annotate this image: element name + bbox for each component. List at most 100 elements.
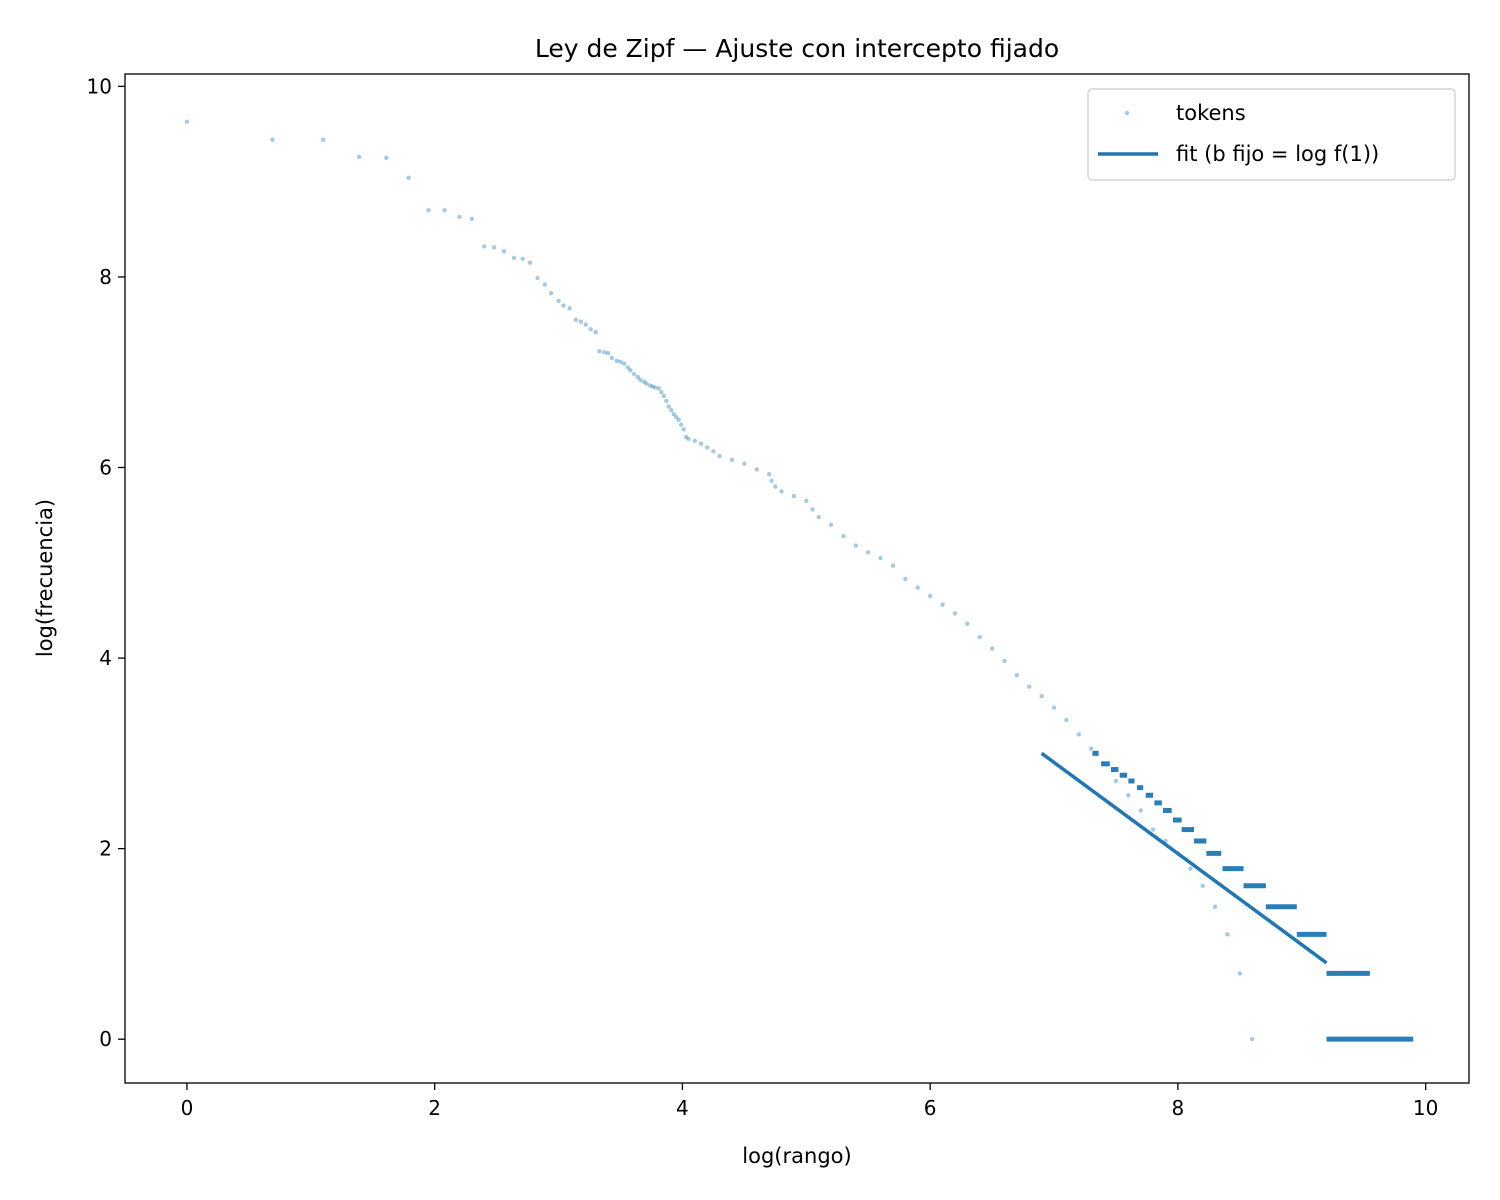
data-point-token — [635, 374, 641, 380]
data-point-token — [1126, 793, 1131, 798]
data-point-token — [1212, 904, 1218, 909]
data-point-token — [965, 621, 970, 626]
fit-line — [1040, 751, 1328, 965]
data-point-token — [878, 555, 883, 561]
data-point-token — [890, 563, 896, 568]
data-point-token — [614, 358, 619, 363]
data-point-token — [593, 330, 598, 335]
fit-line-series — [1040, 751, 1328, 965]
data-point-token — [676, 417, 681, 423]
data-point-token — [915, 585, 920, 590]
data-point-token — [406, 175, 411, 181]
data-point-token — [816, 514, 821, 520]
y-axis: 0 2 4 6 8 10 — [87, 74, 125, 1051]
data-point-token — [605, 350, 611, 356]
data-point-token — [384, 155, 389, 161]
data-point-token — [1088, 746, 1094, 751]
data-point-token — [622, 361, 627, 366]
legend: tokens fit (b fijo = log f(1)) — [1087, 88, 1456, 181]
data-point-token — [320, 137, 326, 142]
scatter-series-tokens — [184, 119, 1255, 1042]
data-point-token — [669, 408, 674, 413]
y-tick-label: 2 — [99, 837, 112, 861]
data-point-token — [698, 441, 704, 446]
data-point-token — [442, 208, 447, 213]
plot-area-frame — [124, 73, 1470, 1084]
data-point-token — [773, 484, 778, 489]
data-point-token — [609, 355, 615, 361]
data-point-token — [457, 214, 462, 220]
data-point-token — [1002, 658, 1007, 664]
x-axis: 0 2 4 6 8 10 — [181, 1083, 1438, 1120]
data-point-token — [977, 634, 982, 640]
data-point-token — [270, 137, 275, 142]
data-point-token — [573, 317, 579, 323]
data-point-token — [1051, 705, 1057, 710]
data-point-token — [659, 390, 664, 395]
data-point-token — [742, 461, 747, 466]
data-point-token — [1237, 971, 1243, 976]
data-point-token — [769, 478, 774, 484]
data-point-token — [766, 471, 772, 477]
scatter-plateaus-tokens — [1092, 750, 1414, 1042]
data-point-token — [671, 411, 676, 417]
data-point-token — [535, 275, 540, 281]
y-tick-label: 0 — [99, 1027, 112, 1051]
data-point-token — [583, 322, 588, 327]
data-point-token — [625, 365, 631, 370]
data-point-token — [631, 371, 637, 377]
data-point-token — [548, 290, 554, 296]
data-point-token — [520, 256, 525, 262]
data-point-token — [578, 319, 584, 324]
data-point-token — [644, 381, 649, 386]
legend-label-fit: fit (b fijo = log f(1)) — [1176, 142, 1379, 166]
data-point-token — [618, 359, 623, 364]
data-point-token — [1138, 808, 1143, 813]
data-point-token — [1076, 732, 1082, 737]
legend-marker-tokens — [1124, 110, 1130, 116]
x-tick-label: 0 — [181, 1096, 194, 1120]
data-point-token — [1250, 1036, 1255, 1042]
data-point-token — [678, 422, 684, 427]
data-point-token — [717, 453, 722, 459]
data-point-token — [561, 303, 566, 308]
data-point-token — [1113, 778, 1119, 784]
x-tick-label: 6 — [924, 1096, 937, 1120]
data-point-token — [641, 379, 647, 384]
data-point-token — [656, 386, 662, 391]
data-point-token — [650, 384, 655, 389]
data-point-token — [729, 457, 735, 463]
data-point-token — [426, 208, 431, 213]
chart-title: Ley de Zipf — Ajuste con intercepto fija… — [535, 34, 1059, 63]
data-point-token — [866, 550, 871, 555]
y-axis-title: log(frecuencia) — [33, 499, 57, 657]
y-tick-label: 4 — [99, 646, 112, 670]
data-point-token — [940, 602, 945, 607]
data-point-token — [469, 216, 475, 222]
data-point-token — [1150, 827, 1156, 832]
y-tick-label: 6 — [99, 456, 112, 480]
data-point-token — [683, 434, 689, 440]
data-point-token — [356, 154, 362, 160]
data-point-token — [853, 543, 859, 548]
y-tick-label: 10 — [87, 74, 112, 98]
legend-label-tokens: tokens — [1176, 101, 1246, 125]
data-point-token — [711, 449, 716, 454]
data-point-token — [588, 327, 593, 332]
data-point-token — [184, 119, 190, 124]
data-point-token — [527, 260, 533, 265]
data-point-token — [804, 498, 809, 504]
data-point-token — [652, 385, 658, 390]
data-point-token — [704, 445, 710, 450]
data-point-token — [567, 306, 572, 311]
data-point-token — [664, 398, 669, 404]
data-point-token — [1014, 673, 1020, 678]
data-point-token — [828, 522, 834, 527]
data-point-token — [542, 282, 548, 287]
data-point-token — [628, 368, 633, 373]
data-point-token — [989, 646, 995, 651]
x-tick-label: 8 — [1172, 1096, 1185, 1120]
data-point-token — [638, 377, 643, 383]
